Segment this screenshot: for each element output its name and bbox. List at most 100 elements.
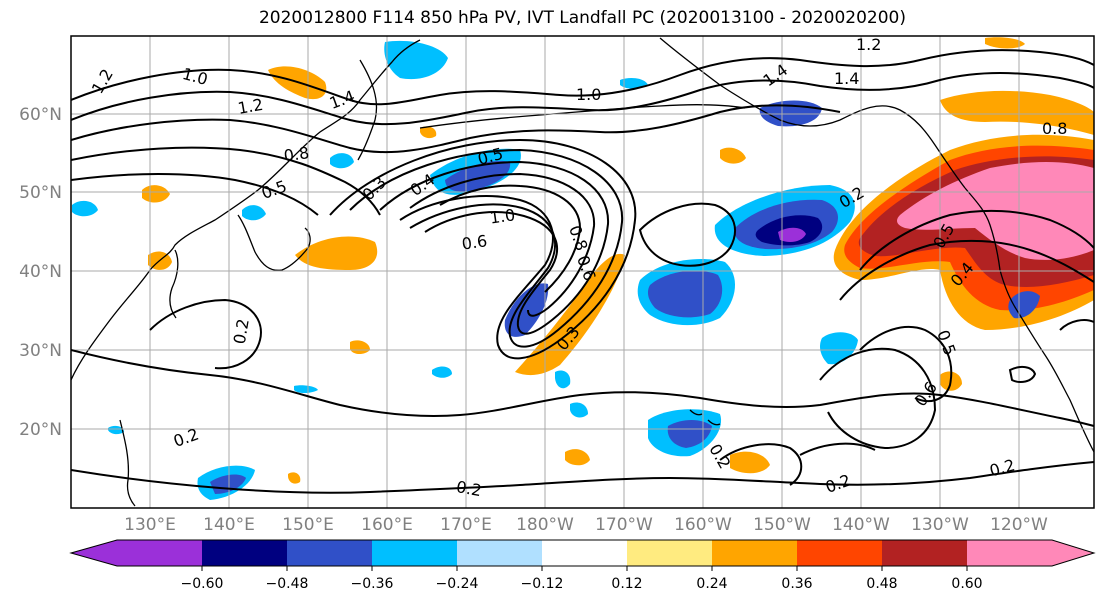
shade-coast-blue [1008,291,1040,319]
contour-mid-2 [719,443,803,486]
coast-korea [169,249,179,319]
pv-contours [71,49,1094,494]
shade-nw-blue [384,40,448,80]
gridlines [71,36,1094,508]
shade-south-medblue [210,474,246,494]
coast-asia [71,39,421,381]
shade-small-blue-5 [620,77,648,89]
lat-label: 20°N [19,420,62,440]
contour-coast-1 [1008,365,1037,383]
lon-label: 130°W [911,515,969,535]
contour-nw-2 [71,72,1094,126]
colorbar-segment [202,540,287,566]
contour-trough-1 [329,138,637,360]
contour-label: 0.8 [283,143,311,165]
lat-label: 40°N [19,262,62,282]
colorbar-min-triangle [71,540,117,566]
colorbar-tick-label: 0.36 [781,576,812,592]
shade-small-blue-4 [570,402,588,418]
shade-small-orange-5 [565,449,590,466]
contour-label: 0.2 [455,477,483,500]
map-panel: 1.2 1.0 1.2 1.4 0.8 0.5 0.3 0.4 0.5 1.0 … [71,35,1094,508]
shade-small-blue-6 [432,366,452,378]
colorbar-segment [117,540,202,566]
lat-label: 50°N [19,183,62,203]
lon-label: 130°E [124,515,176,535]
colorbar-tick-label: −0.12 [521,576,564,592]
lon-label: 140°E [203,515,255,535]
lon-label: 170°E [440,515,492,535]
coast-japan [237,214,311,271]
shade-gulf-alaska-orange [940,90,1094,135]
contour-label: 1.2 [856,35,881,54]
colorbar-segment [627,540,712,566]
colorbar-tick-label: 0.24 [696,576,727,592]
contour-label: 1.2 [236,95,264,118]
colorbar-segment [372,540,457,566]
contour-east-1 [859,209,1094,271]
contour-label: 0.2 [230,317,253,345]
contour-label: 1.0 [489,205,517,227]
shade-small-orange-10 [288,472,301,484]
colorbar-tick-label: −0.36 [351,576,394,592]
colorbar-segment [457,540,542,566]
colorbar-segment [542,540,627,566]
map-title: 2020012800 F114 850 hPa PV, IVT Landfall… [258,8,906,28]
colorbar-tick-label: 0.12 [611,576,642,592]
colorbar-tick-label: −0.60 [181,576,224,592]
shade-small-orange-8 [985,37,1025,49]
colorbar-segment [712,540,797,566]
lon-label: 140°W [832,515,890,535]
colorbar-tick-label: −0.24 [436,576,479,592]
colorbar-segment [287,540,372,566]
contour-south-1 [71,349,1094,427]
shade-midpac-orange [295,236,378,270]
shade-small-orange-2 [142,185,170,203]
lon-axis: 130°E 140°E 150°E 160°E 170°E 180°W 170°… [124,515,1048,535]
contour-trough-3 [379,160,610,335]
shade-kuroshio-medblue [445,160,511,192]
contour-mid-3 [799,442,876,456]
colorbar-tick-label: 0.60 [951,576,982,592]
contour-label: 1.4 [834,69,859,88]
shade-small-orange-4 [730,451,770,474]
lon-label: 120°W [990,515,1048,535]
map-frame [70,35,1095,509]
contour-east-4 [819,347,937,450]
negative-shading [72,40,1040,500]
lon-label: 150°W [753,515,811,535]
shade-small-blue-3 [555,370,571,389]
shade-small-blue-9 [108,425,124,435]
contour-nw-1 [71,49,1094,106]
shade-west-pac-purple [778,227,806,242]
colorbar-tick-label: −0.48 [266,576,309,592]
contour-nw-3 [71,104,841,154]
contour-coast-2 [1059,319,1094,331]
shade-trough-blue [504,283,549,337]
lon-label: 180°W [516,515,574,535]
coast-hawaii [689,409,721,426]
lon-label: 150°E [282,515,334,535]
colorbar-ticks [201,566,968,571]
positive-shading [142,37,1094,484]
shade-hawaii-medblue [667,420,712,448]
lon-label: 160°E [361,515,413,535]
shade-small-blue-2 [242,205,266,221]
contour-label: 0.8 [1042,119,1067,138]
contour-trough-5 [439,184,582,293]
coastlines [71,37,1094,507]
colorbar-segment [882,540,967,566]
lat-label: 30°N [19,341,62,361]
contour-east-2 [839,239,1094,301]
lon-label: 160°W [674,515,732,535]
shade-small-orange-9 [420,126,437,139]
contour-mid-1 [638,202,736,267]
coast-na-west [964,187,1094,453]
contour-trough-4 [409,172,596,317]
lat-axis: 60°N 50°N 40°N 30°N 20°N [19,105,62,440]
contour-label: 0.6 [461,231,489,253]
colorbar-max-triangle [1052,540,1094,566]
shade-central-medblue [647,270,723,318]
shade-midpac-orangeline [515,253,625,376]
